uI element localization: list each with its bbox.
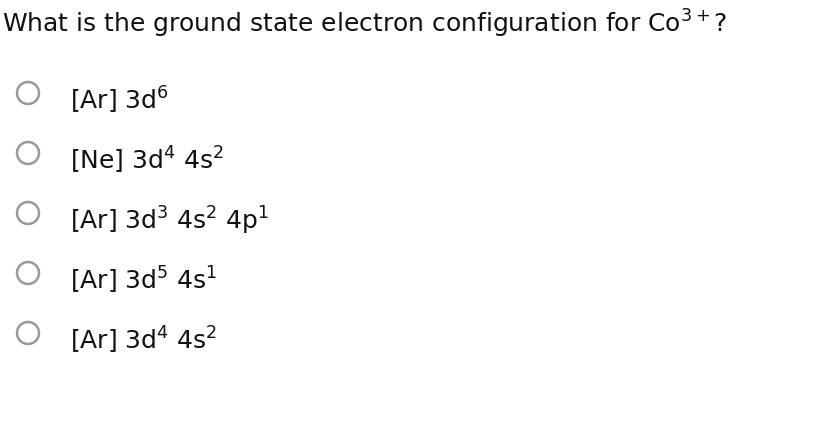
Text: [Ar] 3d$^{6}$: [Ar] 3d$^{6}$ xyxy=(70,85,169,116)
Text: [Ne] 3d$^{4}$ 4s$^{2}$: [Ne] 3d$^{4}$ 4s$^{2}$ xyxy=(70,145,223,176)
Text: What is the ground state electron configuration for Co$^{3+}$?: What is the ground state electron config… xyxy=(2,8,726,40)
Text: [Ar] 3d$^{4}$ 4s$^{2}$: [Ar] 3d$^{4}$ 4s$^{2}$ xyxy=(70,325,217,356)
Text: [Ar] 3d$^{3}$ 4s$^{2}$ 4p$^{1}$: [Ar] 3d$^{3}$ 4s$^{2}$ 4p$^{1}$ xyxy=(70,205,269,237)
Text: [Ar] 3d$^{5}$ 4s$^{1}$: [Ar] 3d$^{5}$ 4s$^{1}$ xyxy=(70,265,217,296)
